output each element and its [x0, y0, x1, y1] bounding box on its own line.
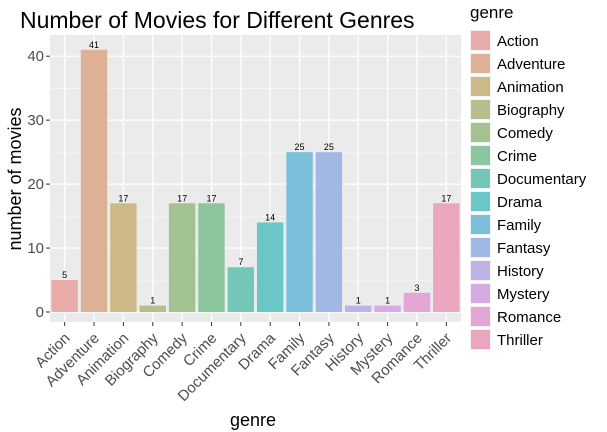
legend-swatch-drama	[471, 192, 490, 211]
legend-label-documentary: Documentary	[497, 171, 587, 188]
data-labels: 5 41 17 1 17 17 7 14 25 25 1 1 3 17	[62, 40, 451, 306]
data-label-documentary: 7	[238, 257, 243, 267]
bars	[51, 49, 460, 312]
bar-animation	[110, 203, 137, 312]
data-label-adventure: 41	[89, 40, 99, 50]
y-tick-label: 40	[27, 48, 44, 65]
legend-swatch-comedy	[471, 123, 490, 142]
data-label-romance: 3	[414, 283, 419, 293]
bar-documentary	[227, 267, 255, 312]
bar-adventure	[80, 49, 108, 312]
bar-biography	[139, 305, 166, 312]
legend-swatch-animation	[471, 77, 490, 96]
legend-swatch-history	[471, 261, 490, 280]
data-label-action: 5	[62, 270, 67, 280]
data-label-crime: 17	[206, 193, 216, 203]
bar-family	[286, 152, 313, 312]
bar-crime	[198, 203, 225, 312]
y-tick-label: 0	[36, 304, 44, 321]
bar-fantasy	[315, 152, 343, 312]
x-axis: ActionAdventureAnimationBiographyComedyC…	[32, 322, 455, 405]
data-label-history: 1	[356, 296, 361, 306]
legend-label-adventure: Adventure	[497, 56, 565, 73]
legend-swatch-crime	[471, 146, 490, 165]
bar-thriller	[433, 203, 460, 312]
chart-title: Number of Movies for Different Genres	[20, 7, 415, 33]
y-tick-label: 20	[27, 176, 44, 193]
bar-romance	[403, 292, 431, 312]
y-tick-label: 30	[27, 112, 44, 129]
legend-label-action: Action	[497, 33, 539, 50]
legend-label-thriller: Thriller	[497, 332, 543, 349]
legend-label-animation: Animation	[497, 79, 564, 96]
bar-action	[51, 280, 78, 312]
legend-label-history: History	[497, 263, 544, 280]
legend-title: genre	[470, 3, 513, 22]
legend-swatch-family	[471, 215, 490, 234]
bar-comedy	[168, 203, 196, 312]
data-label-animation: 17	[118, 193, 128, 203]
y-axis-title: number of movies	[5, 107, 25, 250]
bar-mystery	[374, 305, 401, 312]
legend-swatch-romance	[471, 307, 490, 326]
legend-swatch-action	[471, 31, 490, 50]
legend-label-romance: Romance	[497, 309, 561, 326]
legend-swatch-adventure	[471, 54, 490, 73]
legend-label-fantasy: Fantasy	[497, 240, 551, 257]
data-label-biography: 1	[150, 296, 155, 306]
legend-label-mystery: Mystery	[497, 286, 550, 303]
legend-label-drama: Drama	[497, 194, 543, 211]
legend-swatch-documentary	[471, 169, 490, 188]
legend-swatch-thriller	[471, 330, 490, 349]
data-label-mystery: 1	[385, 296, 390, 306]
legend-label-crime: Crime	[497, 148, 537, 165]
x-axis-title: genre	[230, 410, 276, 430]
data-label-family: 25	[295, 142, 305, 152]
legend-swatch-biography	[471, 100, 490, 119]
legend-label-biography: Biography	[497, 102, 565, 119]
y-axis: 0 10 20 30 40	[27, 48, 50, 321]
legend: genre Action Adventure Animation Biography C…	[470, 3, 587, 350]
data-label-thriller: 17	[441, 193, 451, 203]
legend-label-family: Family	[497, 217, 542, 234]
bar-drama	[256, 222, 284, 312]
bar-history	[345, 305, 372, 312]
legend-label-comedy: Comedy	[497, 125, 553, 142]
y-tick-label: 10	[27, 240, 44, 257]
legend-swatch-mystery	[471, 284, 490, 303]
data-label-comedy: 17	[177, 193, 187, 203]
data-label-fantasy: 25	[324, 142, 334, 152]
data-label-drama: 14	[265, 212, 275, 222]
legend-swatch-fantasy	[471, 238, 490, 257]
